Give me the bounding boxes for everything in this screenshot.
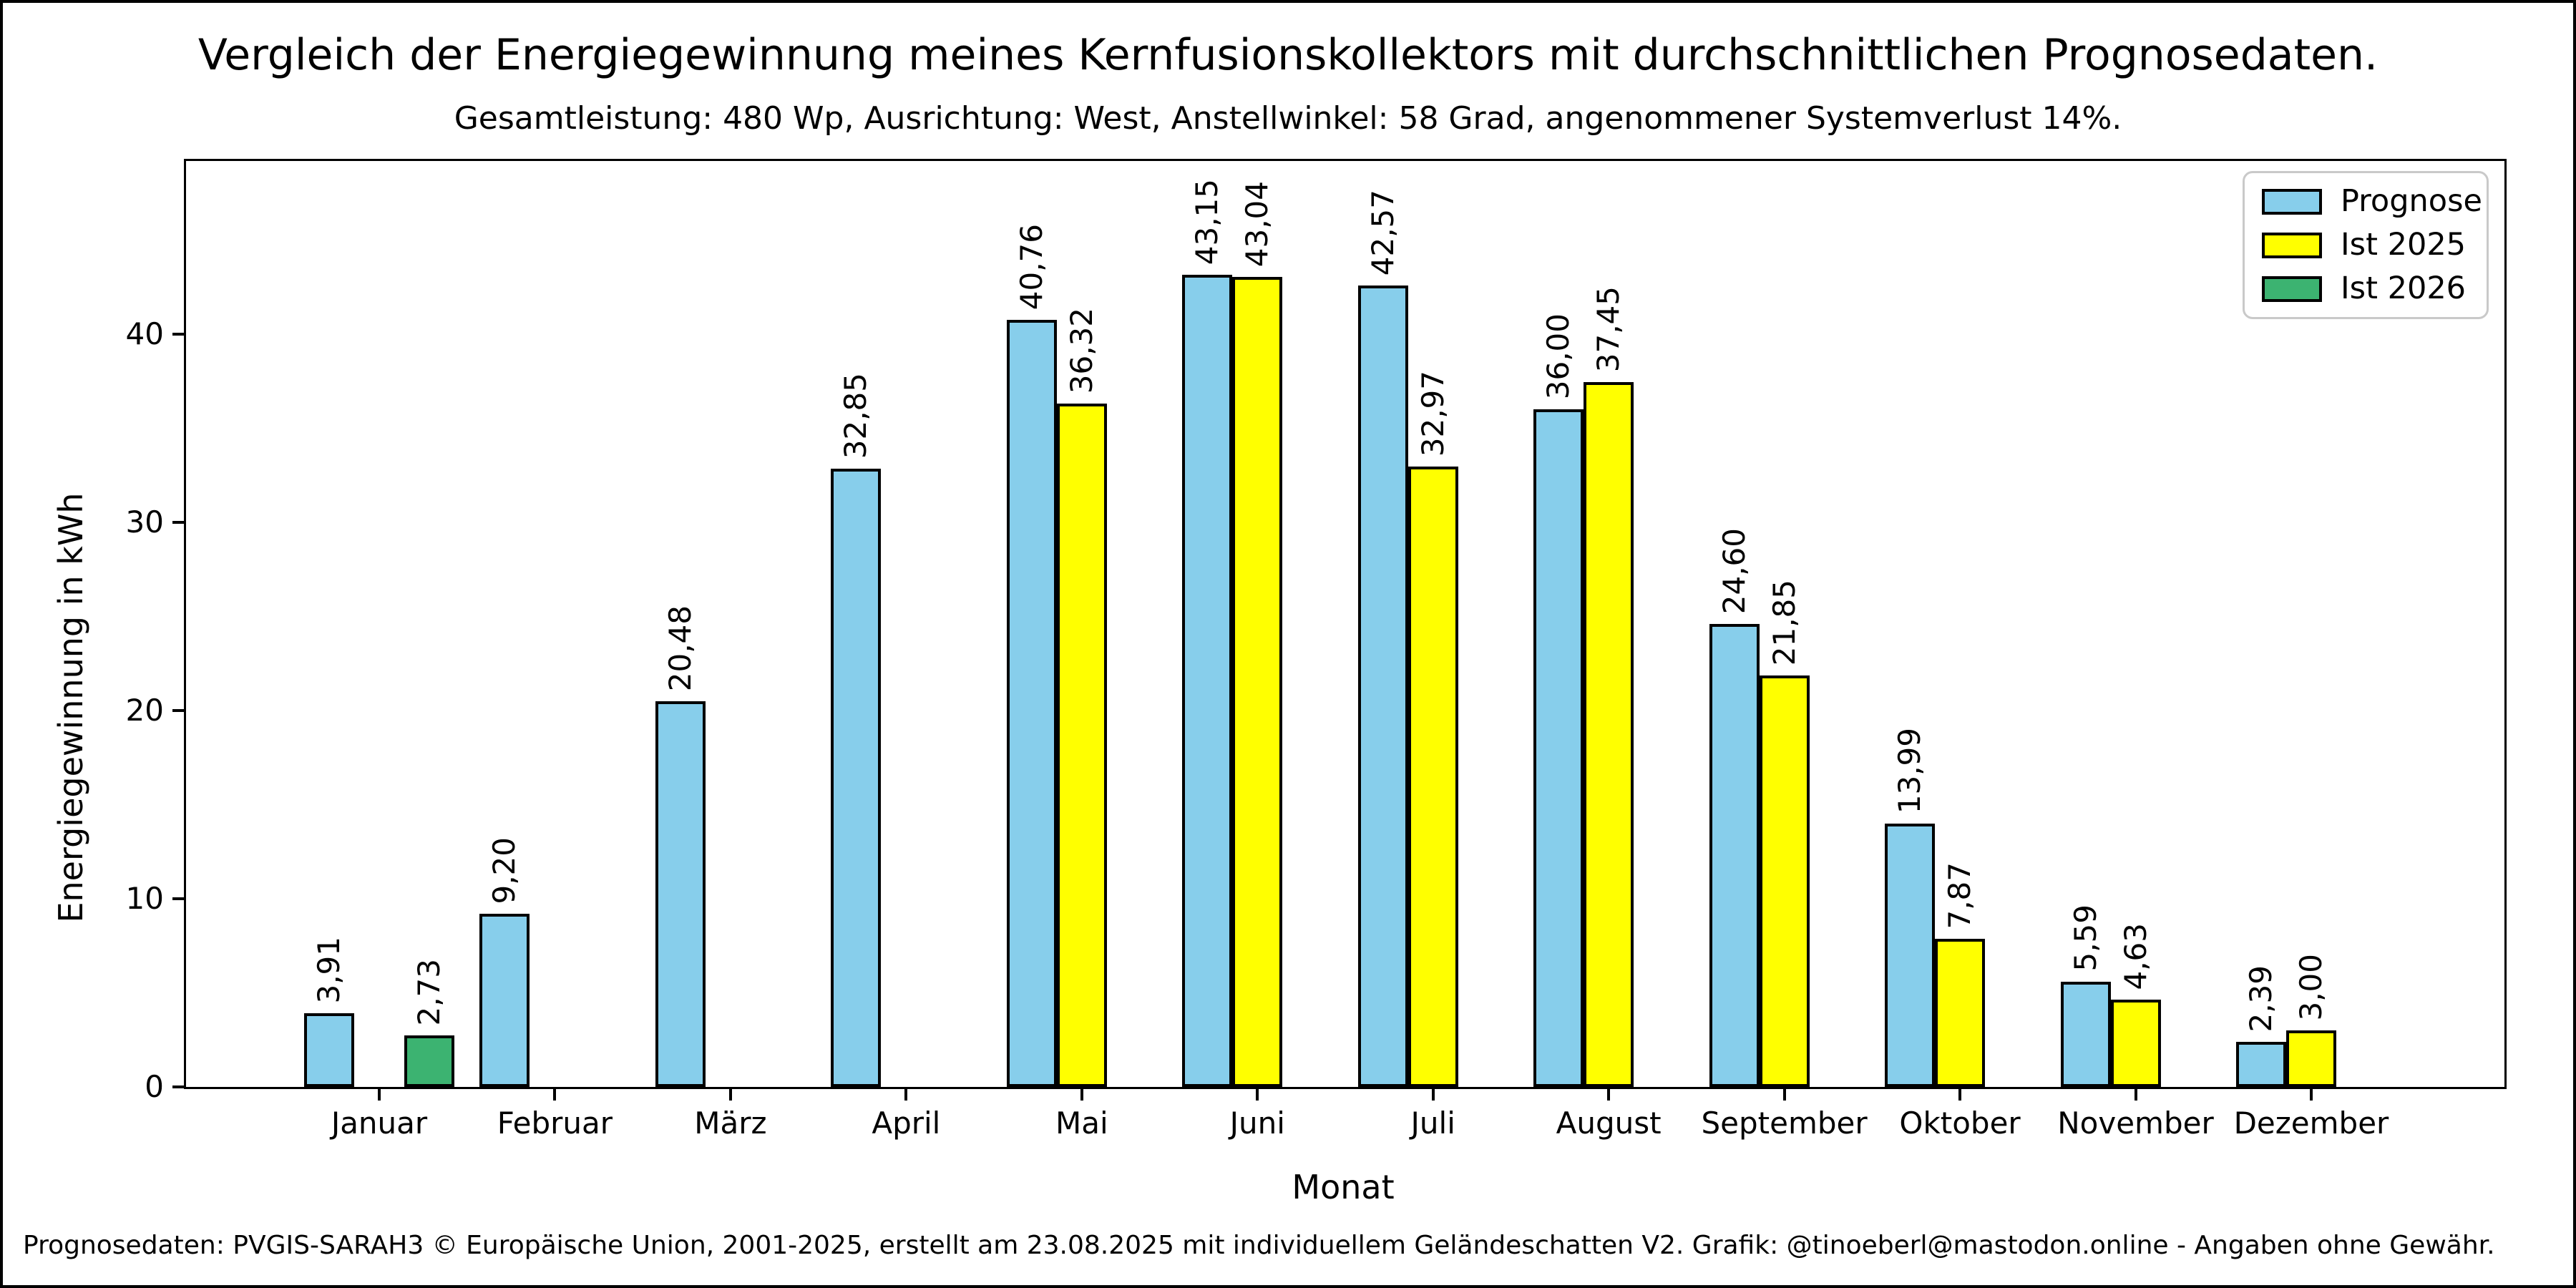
bar-value-label: 40,76 bbox=[1013, 223, 1049, 310]
y-tick-mark bbox=[172, 332, 184, 336]
x-tick-label: Mai bbox=[1055, 1106, 1108, 1141]
bar bbox=[2060, 981, 2111, 1087]
bar bbox=[1182, 275, 1233, 1087]
x-tick-label: Februar bbox=[497, 1106, 613, 1141]
x-tick-label: August bbox=[1556, 1106, 1662, 1141]
bar-value-label: 32,85 bbox=[838, 372, 874, 459]
bar bbox=[479, 914, 530, 1087]
x-tick-label: September bbox=[1701, 1106, 1868, 1141]
x-tick-label: Oktober bbox=[1899, 1106, 2021, 1141]
legend-item: Prognose bbox=[2262, 186, 2482, 217]
bar-value-label: 43,04 bbox=[1239, 180, 1275, 268]
bar-value-label: 43,15 bbox=[1189, 178, 1225, 265]
y-tick-label: 10 bbox=[125, 880, 164, 916]
legend-label: Prognose bbox=[2341, 183, 2482, 219]
x-tick-mark bbox=[1256, 1089, 1259, 1101]
y-tick-mark bbox=[172, 897, 184, 900]
x-tick-mark bbox=[1958, 1089, 1962, 1101]
bar-value-label: 37,45 bbox=[1591, 286, 1626, 373]
legend-swatch bbox=[2262, 188, 2322, 215]
legend: Prognose Ist 2025 Ist 2026 bbox=[2243, 171, 2489, 319]
x-tick-label: Dezember bbox=[2233, 1106, 2389, 1141]
legend-item: Ist 2025 bbox=[2262, 230, 2469, 260]
bar-value-label: 9,20 bbox=[487, 836, 522, 904]
footnote: Prognosedaten: PVGIS-SARAH3 © Europäisch… bbox=[23, 1231, 2495, 1260]
bar bbox=[1759, 675, 1810, 1087]
bar-value-label: 3,00 bbox=[2293, 953, 2328, 1021]
y-tick-label: 0 bbox=[145, 1069, 164, 1104]
bar-value-label: 21,85 bbox=[1766, 580, 1802, 666]
bar bbox=[404, 1035, 454, 1087]
y-tick-label: 40 bbox=[125, 316, 164, 351]
bar bbox=[1006, 319, 1057, 1087]
bar bbox=[304, 1013, 354, 1087]
bar-value-label: 36,32 bbox=[1063, 307, 1099, 394]
bar bbox=[1709, 624, 1760, 1087]
bar bbox=[655, 701, 706, 1087]
bar bbox=[2235, 1042, 2286, 1087]
y-tick-label: 20 bbox=[125, 692, 164, 728]
chart-title: Vergleich der Energiegewinnung meines Ke… bbox=[197, 30, 2379, 80]
x-tick-mark bbox=[2309, 1089, 2313, 1101]
bar bbox=[831, 469, 882, 1087]
x-tick-mark bbox=[1431, 1089, 1435, 1101]
x-tick-mark bbox=[1607, 1089, 1611, 1101]
legend-label: Ist 2025 bbox=[2341, 227, 2467, 263]
bar-value-label: 3,91 bbox=[311, 936, 346, 1004]
bar-value-label: 36,00 bbox=[1541, 313, 1576, 400]
bar-value-label: 13,99 bbox=[1891, 727, 1927, 814]
bar-value-label: 2,39 bbox=[2243, 965, 2278, 1033]
legend-swatch bbox=[2262, 275, 2322, 302]
chart-subtitle: Gesamtleistung: 480 Wp, Ausrichtung: Wes… bbox=[454, 100, 2122, 137]
x-tick-mark bbox=[1782, 1089, 1786, 1101]
bar bbox=[1885, 824, 1936, 1087]
bar-value-label: 42,57 bbox=[1365, 190, 1400, 276]
x-tick-mark bbox=[2134, 1089, 2137, 1101]
bar-value-label: 20,48 bbox=[662, 605, 698, 692]
bar bbox=[1056, 403, 1107, 1087]
bar bbox=[1533, 409, 1584, 1087]
legend-item: Ist 2026 bbox=[2262, 273, 2469, 304]
bar bbox=[1232, 277, 1283, 1087]
x-tick-mark bbox=[1080, 1089, 1083, 1101]
bar-value-label: 2,73 bbox=[411, 958, 447, 1026]
legend-label: Ist 2026 bbox=[2341, 270, 2467, 306]
x-tick-mark bbox=[728, 1089, 732, 1101]
legend-swatch bbox=[2262, 232, 2322, 258]
x-tick-mark bbox=[904, 1089, 908, 1101]
x-axis-title: Monat bbox=[1292, 1168, 1395, 1206]
x-tick-label: April bbox=[872, 1106, 941, 1141]
bar bbox=[1407, 466, 1458, 1087]
bar bbox=[2285, 1030, 2336, 1087]
bar-value-label: 24,60 bbox=[1716, 527, 1752, 614]
bar-value-label: 4,63 bbox=[2117, 922, 2153, 990]
bar-value-label: 32,97 bbox=[1415, 370, 1450, 457]
x-tick-label: Januar bbox=[331, 1106, 428, 1141]
y-tick-mark bbox=[172, 708, 184, 712]
plot-area: 0 10 20 30 40 Januar Februar März April Mai Juni Ju… bbox=[126, 159, 2507, 1138]
x-tick-label: November bbox=[2057, 1106, 2214, 1141]
bar-value-label: 5,59 bbox=[2067, 904, 2103, 972]
x-tick-label: Juli bbox=[1410, 1106, 1455, 1141]
bar bbox=[2110, 1000, 2161, 1087]
y-tick-mark bbox=[172, 520, 184, 524]
x-tick-mark bbox=[378, 1089, 381, 1101]
y-tick-mark bbox=[172, 1085, 184, 1088]
bar-value-label: 7,87 bbox=[1941, 862, 1977, 930]
y-tick-label: 30 bbox=[125, 504, 164, 540]
bar bbox=[1357, 286, 1408, 1087]
x-tick-mark bbox=[553, 1089, 557, 1101]
bar bbox=[1584, 382, 1634, 1087]
x-tick-label: März bbox=[694, 1106, 767, 1141]
x-tick-label: Juni bbox=[1229, 1106, 1285, 1141]
bar bbox=[1935, 939, 1986, 1087]
